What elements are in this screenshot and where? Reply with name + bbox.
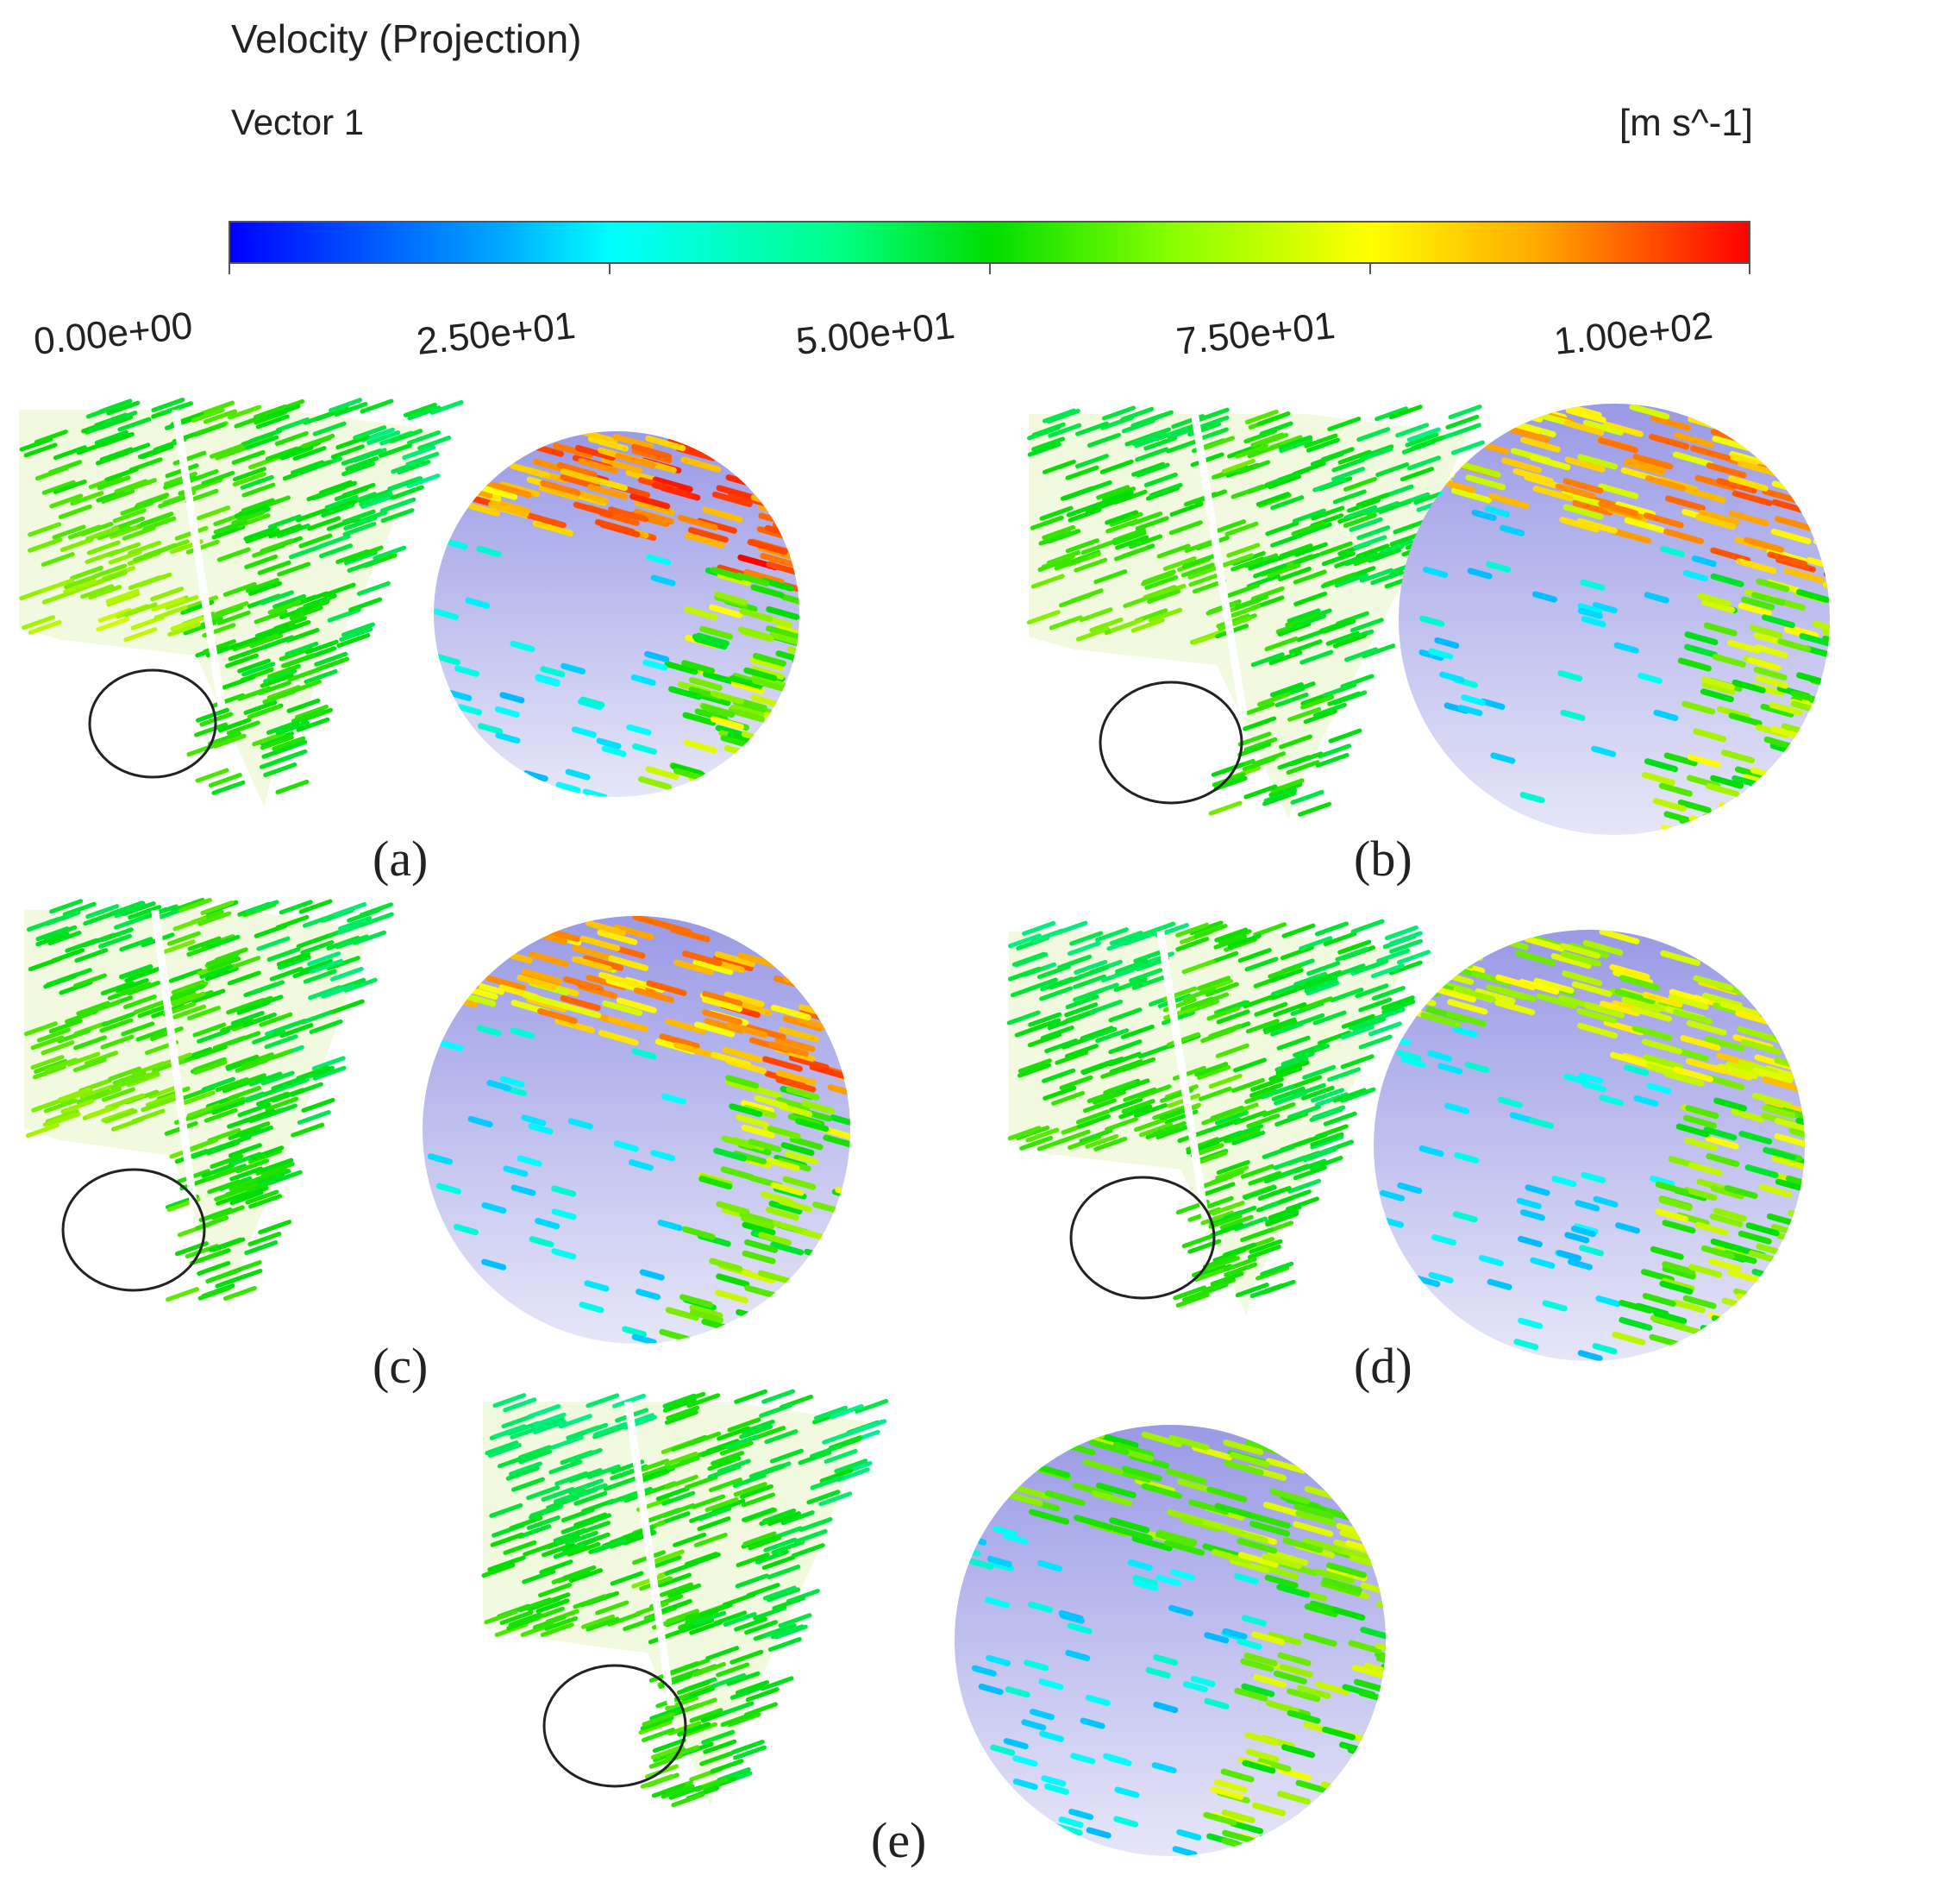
colorbar-tick [1749, 262, 1750, 274]
zoom-disc-b [1399, 404, 1830, 835]
colorbar-tick [609, 262, 611, 274]
panel-e [481, 1389, 1386, 1856]
zoom-disc-e [955, 1425, 1386, 1856]
colorbar-tick [1369, 262, 1371, 274]
legend-subtitle: Vector 1 [231, 102, 365, 142]
separation-circle-a [88, 668, 217, 779]
zoom-disc-c [423, 916, 850, 1344]
separation-circle-b [1099, 681, 1243, 805]
panel-b [1026, 404, 1830, 835]
blade-view-b [1026, 405, 1485, 819]
colorbar-tick [989, 262, 991, 274]
panel-label-b: (b) [1354, 831, 1412, 887]
panel-label-d: (d) [1354, 1338, 1412, 1394]
panel-a [19, 397, 799, 806]
panel-label-c: (c) [373, 1338, 429, 1394]
colorbar-tick [229, 262, 230, 274]
blade-view-d [1006, 919, 1431, 1315]
legend-title: Velocity (Projection) [231, 16, 582, 61]
blade-view-c [23, 897, 394, 1307]
panel-label-e: (e) [871, 1812, 927, 1868]
legend-unit: [m s^-1] [1619, 102, 1753, 144]
separation-circle-e [542, 1664, 687, 1788]
blade-view-e [481, 1389, 889, 1808]
zoom-disc-a [434, 431, 799, 797]
separation-circle-d [1069, 1176, 1216, 1300]
separation-circle-c [61, 1168, 206, 1292]
blade-view-a [19, 397, 464, 806]
panel-label-a: (a) [373, 831, 429, 887]
zoom-disc-d [1374, 930, 1805, 1361]
panel-c [23, 897, 850, 1344]
panel-d [1006, 919, 1805, 1361]
